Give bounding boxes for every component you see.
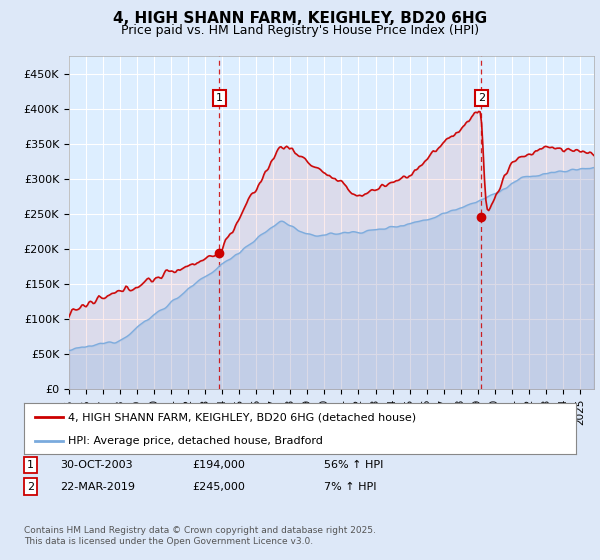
Text: 7% ↑ HPI: 7% ↑ HPI xyxy=(324,482,377,492)
Text: Price paid vs. HM Land Registry's House Price Index (HPI): Price paid vs. HM Land Registry's House … xyxy=(121,24,479,36)
Text: 2: 2 xyxy=(478,93,485,103)
Text: 30-OCT-2003: 30-OCT-2003 xyxy=(60,460,133,470)
Text: £245,000: £245,000 xyxy=(192,482,245,492)
Text: £194,000: £194,000 xyxy=(192,460,245,470)
Text: 4, HIGH SHANN FARM, KEIGHLEY, BD20 6HG: 4, HIGH SHANN FARM, KEIGHLEY, BD20 6HG xyxy=(113,11,487,26)
Text: 56% ↑ HPI: 56% ↑ HPI xyxy=(324,460,383,470)
Text: Contains HM Land Registry data © Crown copyright and database right 2025.
This d: Contains HM Land Registry data © Crown c… xyxy=(24,526,376,546)
Text: 2: 2 xyxy=(27,482,34,492)
Text: 4, HIGH SHANN FARM, KEIGHLEY, BD20 6HG (detached house): 4, HIGH SHANN FARM, KEIGHLEY, BD20 6HG (… xyxy=(68,412,416,422)
Text: 1: 1 xyxy=(27,460,34,470)
Text: 1: 1 xyxy=(216,93,223,103)
Text: HPI: Average price, detached house, Bradford: HPI: Average price, detached house, Brad… xyxy=(68,436,323,446)
Text: 22-MAR-2019: 22-MAR-2019 xyxy=(60,482,135,492)
